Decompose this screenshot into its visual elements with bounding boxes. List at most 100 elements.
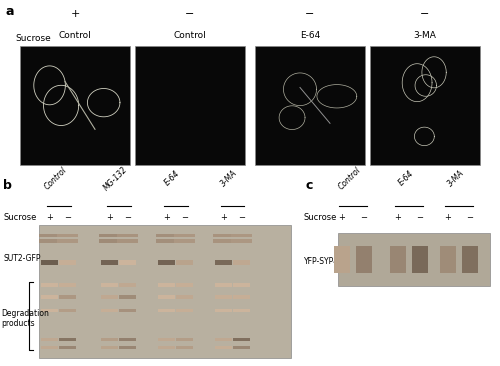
Text: 3-MA: 3-MA bbox=[414, 31, 436, 40]
Text: Control: Control bbox=[42, 165, 68, 191]
Text: −: − bbox=[181, 213, 188, 222]
Bar bbox=[118, 338, 136, 341]
Bar bbox=[158, 309, 176, 312]
Bar bbox=[100, 283, 118, 287]
Bar bbox=[118, 309, 136, 312]
Bar bbox=[232, 260, 250, 265]
Bar bbox=[214, 338, 232, 341]
Bar bbox=[158, 338, 176, 341]
Text: Sucrose: Sucrose bbox=[304, 213, 338, 222]
Text: −: − bbox=[186, 9, 194, 19]
Bar bbox=[232, 338, 250, 341]
Bar bbox=[176, 309, 194, 312]
Bar bbox=[118, 260, 136, 265]
Bar bbox=[214, 239, 234, 243]
Text: −: − bbox=[306, 9, 314, 19]
Text: Degradation
products: Degradation products bbox=[2, 309, 50, 328]
Text: −: − bbox=[420, 9, 430, 19]
Bar bbox=[40, 234, 60, 238]
Text: Control: Control bbox=[337, 165, 363, 191]
Bar bbox=[158, 283, 176, 287]
Bar bbox=[40, 338, 58, 341]
Bar bbox=[176, 338, 194, 341]
Bar bbox=[214, 295, 232, 299]
Bar bbox=[412, 246, 428, 273]
Text: E-64: E-64 bbox=[300, 31, 320, 40]
Bar bbox=[118, 239, 138, 243]
Bar bbox=[100, 234, 119, 238]
Bar bbox=[118, 234, 138, 238]
Bar bbox=[232, 295, 250, 299]
Bar bbox=[40, 260, 58, 265]
Text: +: + bbox=[220, 213, 227, 222]
Text: −: − bbox=[124, 213, 131, 222]
Text: +: + bbox=[163, 213, 170, 222]
Text: −: − bbox=[416, 213, 424, 222]
Bar bbox=[100, 295, 118, 299]
Text: 3-MA: 3-MA bbox=[446, 168, 466, 188]
Bar bbox=[40, 346, 58, 350]
Text: −: − bbox=[238, 213, 245, 222]
Text: b: b bbox=[3, 179, 12, 193]
Bar bbox=[118, 295, 136, 299]
Bar bbox=[158, 295, 176, 299]
Text: SUT2-GFP: SUT2-GFP bbox=[3, 254, 40, 263]
Bar bbox=[232, 346, 250, 350]
Bar bbox=[176, 295, 194, 299]
Text: −: − bbox=[466, 213, 473, 222]
Text: −: − bbox=[360, 213, 368, 222]
Bar bbox=[100, 309, 118, 312]
Bar bbox=[118, 283, 136, 287]
Bar bbox=[118, 346, 136, 350]
Bar bbox=[156, 239, 176, 243]
Bar bbox=[40, 295, 58, 299]
Bar bbox=[232, 283, 250, 287]
Text: MG-132: MG-132 bbox=[102, 164, 129, 192]
Bar bbox=[214, 283, 232, 287]
Bar bbox=[440, 246, 456, 273]
Bar bbox=[176, 283, 194, 287]
Bar bbox=[58, 283, 76, 287]
Bar bbox=[214, 346, 232, 350]
Bar bbox=[100, 338, 118, 341]
Bar bbox=[158, 346, 176, 350]
Text: +: + bbox=[394, 213, 402, 222]
Text: +: + bbox=[46, 213, 53, 222]
Bar bbox=[176, 260, 194, 265]
Bar bbox=[156, 234, 176, 238]
Text: YFP-SYP41: YFP-SYP41 bbox=[304, 257, 344, 266]
Bar bbox=[174, 239, 195, 243]
Bar bbox=[232, 309, 250, 312]
Bar bbox=[40, 309, 58, 312]
Bar bbox=[174, 234, 195, 238]
Bar bbox=[214, 309, 232, 312]
Text: a: a bbox=[5, 5, 14, 18]
Text: 3-MA: 3-MA bbox=[219, 168, 240, 188]
Bar bbox=[58, 260, 76, 265]
Text: −: − bbox=[64, 213, 71, 222]
Bar bbox=[356, 246, 372, 273]
Text: +: + bbox=[338, 213, 345, 222]
Text: +: + bbox=[444, 213, 452, 222]
Text: +: + bbox=[70, 9, 80, 19]
Bar bbox=[232, 234, 252, 238]
Bar bbox=[100, 239, 119, 243]
Bar bbox=[58, 309, 76, 312]
Bar bbox=[214, 234, 234, 238]
Text: +: + bbox=[106, 213, 113, 222]
Bar bbox=[100, 260, 118, 265]
Text: Sucrose: Sucrose bbox=[15, 34, 51, 43]
Bar bbox=[58, 239, 78, 243]
Bar bbox=[40, 239, 60, 243]
Bar bbox=[232, 239, 252, 243]
Bar bbox=[176, 346, 194, 350]
Text: Control: Control bbox=[174, 31, 206, 40]
Bar bbox=[58, 295, 76, 299]
Bar bbox=[58, 338, 76, 341]
Bar bbox=[158, 260, 176, 265]
Bar bbox=[58, 234, 78, 238]
Text: Sucrose: Sucrose bbox=[3, 213, 36, 222]
Text: c: c bbox=[306, 179, 314, 193]
Bar bbox=[462, 246, 477, 273]
Bar bbox=[100, 346, 118, 350]
